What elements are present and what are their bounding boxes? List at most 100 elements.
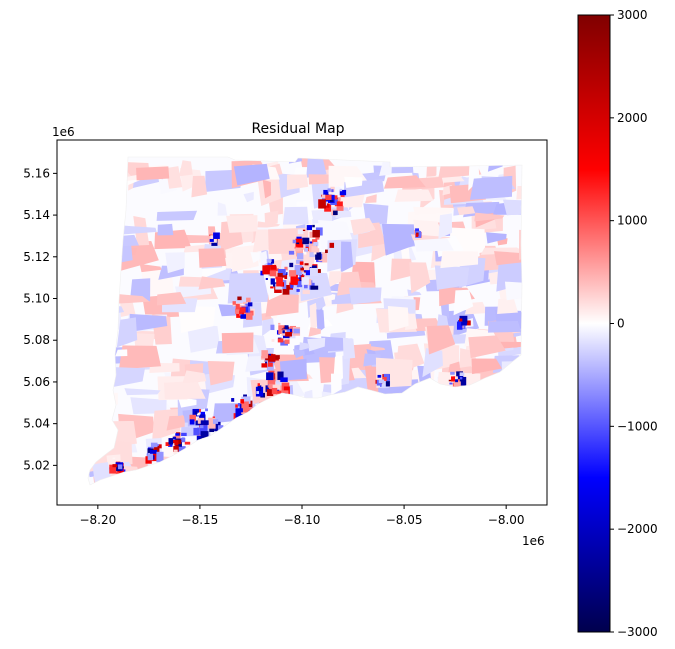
y-axis: 5.02 5.04 5.06 5.08 5.10 5.12 5.14 5.16 (23, 166, 57, 472)
region-urban (184, 422, 188, 428)
region-urban (260, 270, 264, 276)
region-urban (193, 427, 200, 436)
region (384, 410, 416, 437)
region-urban (295, 238, 304, 248)
region-urban (313, 242, 319, 246)
region (119, 300, 136, 318)
region (352, 448, 392, 472)
region (342, 337, 356, 360)
region-urban (189, 414, 196, 422)
region-urban (318, 199, 326, 209)
region-urban (296, 253, 304, 260)
region-urban (213, 232, 220, 239)
region-urban (312, 224, 315, 228)
region-urban (275, 380, 279, 383)
region (356, 401, 398, 423)
region (488, 321, 522, 333)
region-urban (304, 247, 309, 252)
region (123, 483, 134, 485)
region-urban (112, 457, 116, 460)
y-tick-label: 5.02 (23, 458, 50, 472)
region (279, 358, 307, 381)
region-urban (312, 229, 320, 238)
region-urban (333, 186, 341, 198)
region-urban (265, 278, 268, 280)
region (103, 234, 140, 248)
region (516, 185, 522, 200)
state-outline (87, 156, 523, 486)
region (274, 466, 285, 485)
region-urban (241, 412, 245, 415)
region (394, 189, 434, 202)
region (150, 463, 178, 475)
region (501, 361, 522, 370)
map-title: Residual Map (251, 121, 344, 137)
region-urban (281, 273, 286, 278)
region-urban (303, 265, 310, 271)
region-urban (301, 269, 304, 273)
region-urban (235, 404, 238, 408)
region (389, 436, 423, 444)
region-urban (312, 239, 318, 245)
region-urban (174, 440, 179, 446)
region (156, 210, 198, 221)
region (345, 452, 373, 467)
region-urban (378, 379, 385, 384)
region (102, 247, 113, 265)
region (306, 157, 327, 178)
region (286, 174, 309, 190)
region (471, 358, 502, 375)
region (522, 307, 558, 329)
region-urban (270, 266, 277, 274)
y-offset-label: 1e6 (52, 125, 75, 139)
region-urban (240, 399, 245, 404)
region-urban (282, 284, 290, 295)
colorbar-tick-label: 2000 (617, 111, 648, 125)
region (219, 462, 242, 485)
region (277, 446, 308, 476)
region (335, 209, 352, 219)
region-urban (310, 285, 319, 290)
region-urban (273, 396, 278, 400)
region (325, 432, 346, 461)
region (501, 389, 516, 399)
region (118, 345, 161, 370)
region-urban (262, 265, 270, 275)
colorbar-tick-label: −2000 (617, 522, 658, 536)
region (410, 407, 457, 437)
region (524, 251, 535, 275)
region (179, 305, 216, 334)
region (357, 408, 369, 436)
region-urban (324, 204, 332, 212)
region (320, 406, 348, 423)
region (448, 488, 478, 521)
region-urban (208, 428, 215, 433)
region (217, 441, 259, 467)
region (316, 309, 325, 334)
region (333, 462, 342, 485)
region-urban (277, 371, 284, 380)
region-urban (270, 264, 277, 270)
region-urban (293, 328, 300, 334)
region-urban (290, 283, 294, 289)
region-urban (300, 267, 305, 271)
region-urban (296, 281, 303, 288)
region-urban (315, 235, 320, 240)
region-urban (172, 436, 177, 440)
region-urban (280, 393, 287, 400)
region-urban (200, 420, 209, 425)
region (231, 244, 259, 272)
region (227, 489, 258, 504)
region (449, 417, 491, 428)
region (290, 425, 324, 446)
region-urban (117, 464, 123, 470)
region (364, 474, 408, 485)
region (365, 437, 380, 470)
region-urban (284, 339, 290, 344)
region (164, 380, 206, 399)
region (407, 289, 422, 296)
region (233, 163, 270, 186)
region-urban (325, 249, 328, 254)
region (284, 431, 330, 457)
region-urban (309, 267, 318, 276)
